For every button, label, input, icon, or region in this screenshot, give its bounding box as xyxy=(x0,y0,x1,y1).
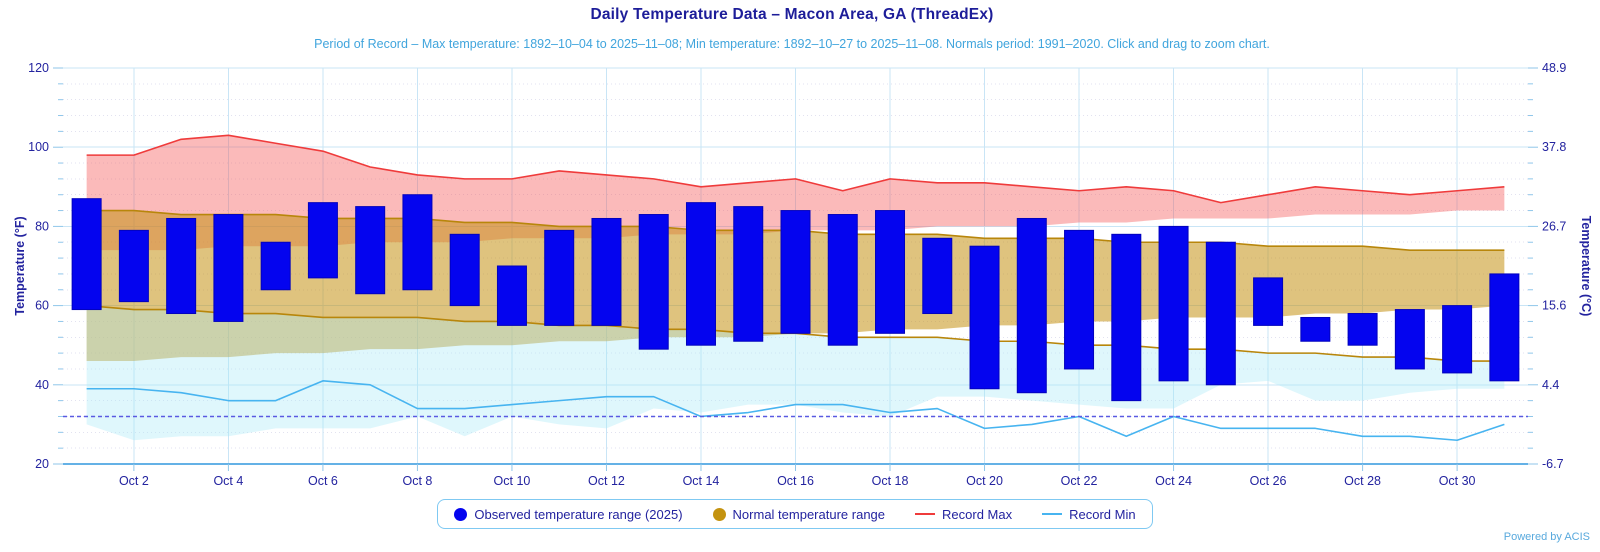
observed-range-bar-oct-20[interactable] xyxy=(969,245,1000,390)
right-axis-label: 37.8 xyxy=(1542,140,1566,154)
observed-range-bar-oct-11[interactable] xyxy=(544,229,575,326)
record-min-area xyxy=(86,305,1505,441)
observed-range-bar-oct-3[interactable] xyxy=(166,217,197,315)
observed-range-bar-oct-25[interactable] xyxy=(1205,241,1236,386)
x-axis-label: Oct 30 xyxy=(1439,474,1476,488)
x-axis-label: Oct 20 xyxy=(966,474,1003,488)
observed-range-bar-oct-27[interactable] xyxy=(1300,316,1331,342)
record-min-line[interactable] xyxy=(86,380,1505,442)
observed-range-bar-oct-5[interactable] xyxy=(260,241,291,291)
left-axis-label: 100 xyxy=(28,140,49,154)
observed-range-bar-oct-1[interactable] xyxy=(71,198,102,311)
observed-range-bar-oct-15[interactable] xyxy=(733,206,764,342)
observed-range-bar-oct-21[interactable] xyxy=(1016,217,1047,394)
observed-range-bar-oct-4[interactable] xyxy=(213,214,244,322)
left-axis-label: 120 xyxy=(28,61,49,75)
observed-range-bar-oct-18[interactable] xyxy=(875,210,906,334)
observed-range-bar-oct-26[interactable] xyxy=(1253,277,1284,326)
legend-item-record-min[interactable]: Record Min xyxy=(1042,506,1136,522)
observed-range-bar-oct-13[interactable] xyxy=(638,214,669,350)
x-axis-label: Oct 2 xyxy=(119,474,149,488)
observed-range-bar-oct-8[interactable] xyxy=(402,194,433,291)
legend-item-observed-range[interactable]: Observed temperature range (2025) xyxy=(454,506,683,522)
observed-range-bar-oct-16[interactable] xyxy=(780,210,811,334)
legend-label: Record Min xyxy=(1069,506,1136,522)
left-axis-label: 40 xyxy=(35,378,49,392)
legend-label: Observed temperature range (2025) xyxy=(474,506,683,522)
chart-subtitle: Period of Record – Max temperature: 1892… xyxy=(314,37,1270,51)
left-axis-label: 20 xyxy=(35,457,49,471)
observed-range-bar-oct-23[interactable] xyxy=(1111,233,1142,402)
legend-item-record-max[interactable]: Record Max xyxy=(915,507,1012,522)
observed-range-bar-oct-29[interactable] xyxy=(1394,309,1425,370)
observed-range-bar-oct-6[interactable] xyxy=(307,202,338,279)
right-axis-label: 4.4 xyxy=(1542,378,1559,392)
x-axis-label: Oct 16 xyxy=(777,474,814,488)
powered-by-acis-link[interactable]: Powered by ACIS xyxy=(1503,531,1590,543)
x-axis-label: Oct 12 xyxy=(588,474,625,488)
observed-range-bar-oct-2[interactable] xyxy=(118,229,149,303)
observed-range-bar-oct-10[interactable] xyxy=(496,265,527,326)
observed-range-bar-oct-17[interactable] xyxy=(827,214,858,346)
observed-range-bar-oct-14[interactable] xyxy=(685,202,716,346)
observed-range-bar-oct-30[interactable] xyxy=(1442,305,1473,374)
x-axis-label: Oct 22 xyxy=(1061,474,1098,488)
observed-range-bar-oct-24[interactable] xyxy=(1158,225,1189,382)
x-axis-label: Oct 4 xyxy=(213,474,243,488)
x-axis-label: Oct 26 xyxy=(1250,474,1287,488)
record-max-marker-icon xyxy=(915,513,936,515)
x-axis-label: Oct 24 xyxy=(1155,474,1192,488)
left-axis-title: Temperature (°F) xyxy=(13,216,27,315)
right-axis-label: 48.9 xyxy=(1542,61,1566,75)
observed-range-marker-icon xyxy=(454,507,468,521)
left-axis-label: 80 xyxy=(35,219,49,233)
record-max-line[interactable] xyxy=(86,134,1505,204)
x-axis-label: Oct 8 xyxy=(402,474,432,488)
record-min-marker-icon xyxy=(1042,513,1063,515)
right-axis-title: Temperature (°C) xyxy=(1579,216,1593,317)
observed-range-bar-oct-19[interactable] xyxy=(922,237,953,315)
chart-title: Daily Temperature Data – Macon Area, GA … xyxy=(590,6,994,23)
x-axis-label: Oct 14 xyxy=(683,474,720,488)
right-axis-label: 15.6 xyxy=(1542,299,1566,313)
legend: Observed temperature range (2025) Normal… xyxy=(0,499,1590,529)
x-axis-label: Oct 28 xyxy=(1344,474,1381,488)
x-axis-label: Oct 18 xyxy=(872,474,909,488)
observed-range-bar-oct-28[interactable] xyxy=(1347,313,1378,346)
legend-box: Observed temperature range (2025) Normal… xyxy=(437,499,1153,529)
right-axis-label: -6.7 xyxy=(1542,457,1564,471)
x-axis-label: Oct 6 xyxy=(308,474,338,488)
x-axis-label: Oct 10 xyxy=(494,474,531,488)
normal-range-marker-icon xyxy=(712,507,726,521)
right-axis-label: 26.7 xyxy=(1542,219,1566,233)
legend-label: Record Max xyxy=(942,506,1013,522)
observed-range-bar-oct-12[interactable] xyxy=(591,217,622,326)
observed-range-bar-oct-31[interactable] xyxy=(1489,273,1520,382)
legend-item-normal-range[interactable]: Normal temperature range xyxy=(712,506,886,522)
left-axis-label: 60 xyxy=(35,299,49,313)
observed-range-bar-oct-22[interactable] xyxy=(1064,229,1095,370)
observed-range-bar-oct-9[interactable] xyxy=(449,233,480,307)
legend-label: Normal temperature range xyxy=(732,506,886,522)
observed-range-bar-oct-7[interactable] xyxy=(355,206,386,295)
